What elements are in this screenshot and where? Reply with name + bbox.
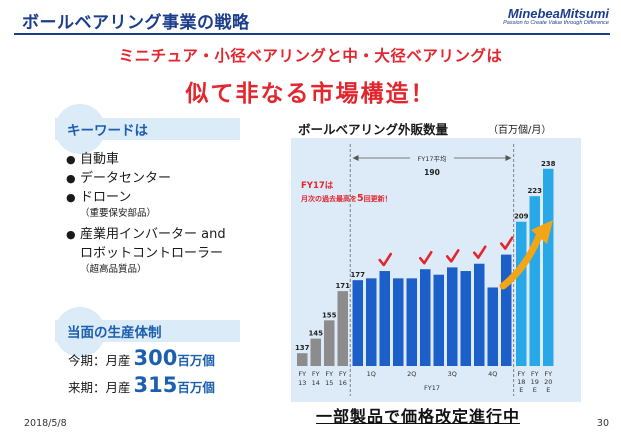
record-check-icon bbox=[472, 245, 487, 260]
x-axis-quarter-label: 2Q bbox=[407, 370, 416, 378]
footer-date: 2018/5/8 bbox=[24, 418, 67, 429]
bar-value-label: 171 bbox=[335, 282, 350, 290]
x-axis-label: FY bbox=[531, 370, 539, 378]
record-check-icon bbox=[418, 250, 433, 265]
x-axis-label: FY bbox=[517, 370, 525, 378]
keyword-subnote: （重要保安部品） bbox=[80, 208, 157, 219]
x-axis-label: 18 bbox=[517, 378, 525, 386]
company-logo: MinebeaMitsumi Passion to Create Value t… bbox=[503, 6, 609, 26]
growth-arrow-shaft bbox=[499, 232, 543, 290]
x-axis-label: FY bbox=[544, 370, 552, 378]
production-next-label: 来期：月産 bbox=[68, 380, 131, 395]
chart-bar bbox=[337, 291, 348, 366]
header-rule bbox=[14, 33, 610, 35]
x-axis-fy17-label: FY17 bbox=[424, 384, 440, 392]
x-axis-quarter-label: 3Q bbox=[448, 370, 457, 378]
bar-value-label: 145 bbox=[308, 330, 323, 338]
x-axis-label: 15 bbox=[325, 379, 333, 387]
fy17-average-arrow-left bbox=[352, 155, 359, 161]
chart-bar bbox=[543, 168, 554, 366]
headline-line1: ミニチュア・小径ベアリングと中・大径ベアリングは bbox=[118, 47, 503, 65]
x-axis-label: E bbox=[533, 386, 537, 394]
chart-bar bbox=[297, 353, 308, 366]
x-axis-label: FY bbox=[298, 370, 306, 378]
x-axis-label: 14 bbox=[312, 379, 320, 387]
chart-bar bbox=[406, 278, 417, 366]
keywords-banner-circle bbox=[55, 104, 105, 154]
bar-value-label: 137 bbox=[295, 344, 310, 352]
record-check-icon bbox=[378, 252, 393, 267]
logo-text: MinebeaMitsumi bbox=[507, 6, 609, 21]
record-check-icon bbox=[499, 236, 514, 250]
keyword-item: ドローン bbox=[66, 188, 226, 207]
production-next-unit: 百万個 bbox=[177, 380, 215, 395]
x-axis-label: 19 bbox=[531, 378, 539, 386]
chart-bar bbox=[474, 263, 485, 366]
x-axis-label: FY bbox=[312, 370, 320, 378]
annotation-count: 5 bbox=[357, 193, 364, 204]
bar-value-label: 238 bbox=[541, 160, 556, 168]
sales-volume-chart: 137145155171177209223238FY17平均190FY17は月次… bbox=[291, 138, 581, 402]
chart-bar bbox=[393, 278, 404, 366]
x-axis-quarter-label: 1Q bbox=[367, 370, 376, 378]
bar-value-label: 155 bbox=[322, 311, 337, 319]
chart-bar bbox=[420, 269, 431, 366]
fy17-average-value: 190 bbox=[424, 168, 440, 177]
bar-value-label: 177 bbox=[350, 271, 365, 279]
chart-bar bbox=[529, 196, 540, 366]
chart-bar bbox=[324, 320, 335, 366]
growth-arrow-head bbox=[531, 220, 553, 244]
chart-bar bbox=[460, 271, 471, 366]
keyword-item: 自動車 bbox=[66, 150, 226, 169]
chart-bar bbox=[379, 271, 390, 366]
chart-bar bbox=[501, 254, 512, 366]
annotation-text-a: 月次の過去最高を bbox=[300, 194, 357, 203]
production-current-label: 今期：月産 bbox=[68, 353, 131, 368]
fy17-average-label-bg bbox=[410, 152, 454, 163]
chart-bar bbox=[487, 287, 498, 366]
x-axis-label: 13 bbox=[298, 379, 306, 387]
production-next-value: 315 bbox=[133, 373, 178, 397]
chart-bar bbox=[366, 278, 377, 366]
annotation-line2: 月次の過去最高を5回更新！ bbox=[300, 193, 392, 204]
price-revision-notice: 一部製品で価格改定進行中 bbox=[316, 407, 521, 426]
keyword-item: データセンター bbox=[66, 169, 226, 188]
bar-value-label: 223 bbox=[527, 187, 542, 195]
production-current-unit: 百万個 bbox=[177, 353, 215, 368]
x-axis-label: E bbox=[546, 386, 550, 394]
keywords-title: キーワードは bbox=[67, 123, 148, 139]
page-title: ボールベアリング事業の戦略 bbox=[22, 13, 250, 33]
annotation-line1: FY17は bbox=[301, 181, 334, 191]
chart-bar bbox=[352, 280, 363, 366]
x-axis-label: 20 bbox=[544, 378, 552, 386]
chart-unit: （百万個/月） bbox=[488, 125, 552, 136]
chart-title: ボールベアリング外販数量 bbox=[298, 122, 449, 137]
production-current: 今期：月産 300百万個 bbox=[68, 346, 215, 370]
production-next: 来期：月産 315百万個 bbox=[68, 373, 215, 397]
chart-bar bbox=[516, 221, 527, 366]
x-axis-label: FY bbox=[325, 370, 333, 378]
annotation-text-b: 回更新！ bbox=[364, 194, 392, 203]
x-axis-quarter-label: 4Q bbox=[488, 370, 497, 378]
x-axis-label: 16 bbox=[339, 379, 347, 387]
fy17-average-label: FY17平均 bbox=[418, 154, 447, 163]
headline-line2: 似て非なる市場構造！ bbox=[185, 81, 436, 107]
record-check-icon bbox=[445, 249, 460, 263]
bar-value-label: 209 bbox=[514, 213, 529, 221]
page-number: 30 bbox=[596, 418, 609, 429]
fy17-average-arrow-right bbox=[505, 155, 512, 161]
x-axis-label: FY bbox=[339, 370, 347, 378]
logo-tagline: Passion to Create Value through Differen… bbox=[503, 20, 609, 26]
production-title: 当面の生産体制 bbox=[67, 325, 162, 341]
x-axis-label: E bbox=[519, 386, 523, 394]
chart-bar bbox=[310, 338, 321, 366]
chart-bar bbox=[433, 274, 444, 366]
chart-bar bbox=[447, 267, 458, 366]
keyword-subnote: （超高品質品） bbox=[80, 264, 147, 275]
keyword-item-continued: ロボットコントローラー bbox=[80, 246, 224, 261]
production-banner-circle bbox=[55, 307, 105, 357]
production-current-value: 300 bbox=[133, 346, 178, 370]
keyword-item: 産業用インバーター and bbox=[66, 225, 226, 244]
keywords-list: 自動車 データセンター ドローン （重要保安部品） 産業用インバーター and … bbox=[66, 150, 226, 281]
